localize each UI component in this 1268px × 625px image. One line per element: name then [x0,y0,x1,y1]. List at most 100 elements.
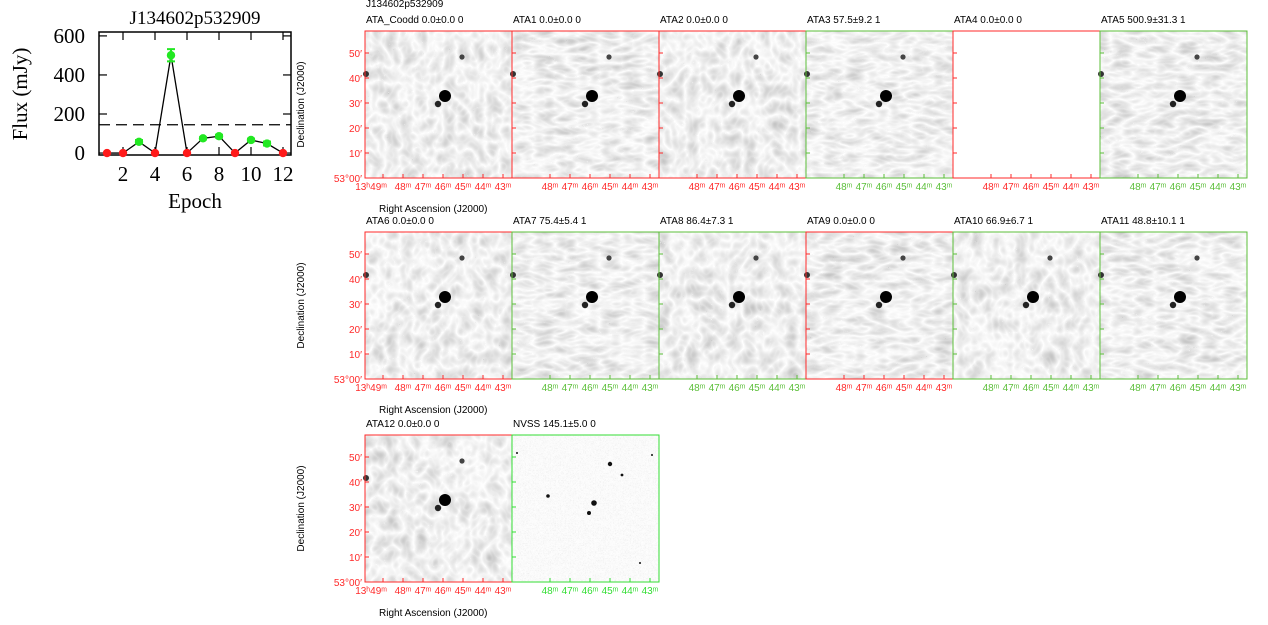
dec-axis-label: Declination (J2000) [296,262,307,348]
panel-title: ATA10 66.9±6.7 1 [954,216,1033,227]
cutout-panel: ATA2 0.0±0.0 0 48ᵐ 47ᵐ 46ᵐ 45ᵐ 44ᵐ 43ᵐ [657,15,807,193]
source [804,71,810,77]
ra-tick-label: 47ᵐ [1003,383,1020,394]
x-tick-label: 4 [150,162,161,186]
source [753,255,759,261]
ra-tick-label: 47ᵐ [1150,383,1167,394]
ra-tick-label: 43ᵐ [642,383,659,394]
ra-tick-label: 43ᵐ [1083,182,1100,193]
ra-tick-label: 48ᵐ [689,182,706,193]
source [606,255,612,261]
dec-tick-label: 50′ [349,49,362,60]
cutout-image [512,435,659,582]
ra-tick-label: 46ᵐ [435,586,452,597]
ra-tick-label: 48ᵐ [395,383,412,394]
cutout-panel: NVSS 145.1±5.0 0 48ᵐ 47ᵐ 46ᵐ 45ᵐ 44ᵐ 43ᵐ [511,419,660,597]
ra-tick-label: 46ᵐ [729,383,746,394]
ra-tick-label: 45ᵐ [896,182,913,193]
dec-tick-label: 40′ [349,478,362,489]
panel-title: ATA11 48.8±10.1 1 [1101,216,1185,227]
source [1194,54,1200,60]
source [728,301,736,309]
panel-frame [1099,30,1248,179]
ra-tick-label: 48ᵐ [1130,383,1147,394]
source [900,255,906,261]
source [510,272,516,278]
panel-frame [511,434,660,583]
ra-tick-label: 48ᵐ [983,383,1000,394]
source [1194,255,1200,261]
ra-tick-label: 47ᵐ [415,182,432,193]
ra-tick-label: 45ᵐ [749,383,766,394]
cutout-panel: ATA12 0.0±0.0 0 13ʰ49ᵐ 48ᵐ 47ᵐ 46ᵐ 45ᵐ 44ᵐ 43ᵐ 5… [296,419,513,619]
dec-axis-label: Declination (J2000) [296,61,307,147]
data-point [134,137,144,147]
ra-tick-label: 48ᵐ [395,182,412,193]
dec-tick-label: 30′ [349,99,362,110]
source [1027,291,1039,303]
ra-tick-label: 43ᵐ [642,586,659,597]
source [363,71,369,77]
dec-tick-label: 10′ [349,350,362,361]
x-tick-label: 6 [182,162,193,186]
source [733,291,745,303]
x-axis-label: Epoch [168,189,222,213]
ra-tick-label: 44ᵐ [916,182,933,193]
ra-tick-label: 46ᵐ [435,383,452,394]
ra-tick-label: 45ᵐ [1043,182,1060,193]
x-tick-label: 8 [214,162,225,186]
source [586,90,598,102]
ra-tick-label: 43ᵐ [642,182,659,193]
source [900,54,906,60]
ra-tick-label: 47ᵐ [856,383,873,394]
source [581,100,589,108]
cutout-panel: ATA5 500.9±31.3 1 48ᵐ 47ᵐ 46ᵐ 45ᵐ 44ᵐ 43ᵐ [1098,15,1248,193]
ra-tick-label: 46ᵐ [582,182,599,193]
source [607,461,613,467]
panel-title: ATA6 0.0±0.0 0 [366,216,434,227]
data-point [230,148,240,158]
cutout-header: J134602p532909 [366,0,444,10]
data-point [278,148,288,158]
source [516,452,518,454]
dec-tick-label: 10′ [349,553,362,564]
ra-tick-label: 46ᵐ [582,586,599,597]
source [459,255,465,261]
dec-tick-label: 10′ [349,149,362,160]
source [733,90,745,102]
ra-axis-label: Right Ascension (J2000) [379,405,487,416]
panel-title: ATA4 0.0±0.0 0 [954,15,1022,26]
ra-tick-label: 45ᵐ [455,383,472,394]
ra-tick-label: 48ᵐ [542,586,559,597]
cutout-panel: ATA6 0.0±0.0 0 13ʰ49ᵐ 48ᵐ 47ᵐ 46ᵐ 45ᵐ 44ᵐ 43ᵐ 53… [296,216,513,416]
source [510,71,516,77]
panel-title: ATA2 0.0±0.0 0 [660,15,728,26]
source [459,54,465,60]
dec-tick-label: 20′ [349,325,362,336]
panel-title: ATA3 57.5±9.2 1 [807,15,881,26]
source [728,100,736,108]
panel-title: NVSS 145.1±5.0 0 [513,419,596,430]
ra-tick-label: 46ᵐ [1023,383,1040,394]
cutout-panel: ATA9 0.0±0.0 0 48ᵐ 47ᵐ 46ᵐ 45ᵐ 44ᵐ 43ᵐ [804,216,954,394]
source [434,504,442,512]
data-point [214,131,224,141]
source [1098,71,1104,77]
cutout-panel: ATA11 48.8±10.1 1 48ᵐ 47ᵐ 46ᵐ 45ᵐ 44ᵐ 43ᵐ [1098,216,1248,394]
ra-tick-label: 13ʰ49ᵐ [355,586,387,597]
source [434,301,442,309]
source [439,494,451,506]
ra-tick-label: 13ʰ49ᵐ [355,383,387,394]
ra-tick-label: 43ᵐ [789,383,806,394]
ra-tick-label: 48ᵐ [836,182,853,193]
x-tick-label: 2 [118,162,129,186]
panel-title: ATA1 0.0±0.0 0 [513,15,581,26]
data-point [118,148,128,158]
plot-frame [98,31,292,156]
source [1047,255,1053,261]
source [880,291,892,303]
ra-tick-label: 43ᵐ [495,182,512,193]
ra-tick-label: 48ᵐ [689,383,706,394]
dec-tick-label: 50′ [349,250,362,261]
source [639,562,641,564]
